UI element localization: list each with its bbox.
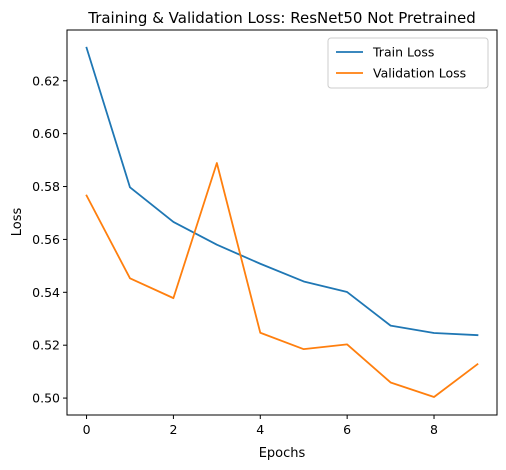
y-tick-label: 0.62 [32,73,60,88]
legend-entry: Train Loss [372,45,434,60]
plot-frame [66,29,498,416]
legend-box [327,37,489,89]
y-tick-label: 0.56 [32,232,60,247]
plot-area [67,30,497,415]
y-axis-ticks: 0.50 0.52 0.54 0.56 0.58 0.60 0.62 [32,73,67,406]
series-line-validation-loss [85,162,479,398]
series-layer [85,46,479,398]
legend-entry: Validation Loss [373,66,466,81]
y-tick-label: 0.60 [32,126,60,141]
y-tick-label: 0.50 [32,391,60,406]
x-axis-label: Epochs [259,446,306,461]
y-tick-label: 0.58 [32,179,60,194]
legend: Train Loss Validation Loss [327,37,489,89]
x-tick-label: 6 [343,422,351,437]
x-tick-label: 8 [430,422,438,437]
y-tick-label: 0.52 [32,338,60,353]
x-tick-label: 2 [169,422,177,437]
y-axis-label: Loss [10,208,25,237]
series-line-train-loss [85,46,479,337]
x-axis-ticks: 0 2 4 6 8 [83,415,438,437]
x-tick-label: 0 [83,422,91,437]
chart-title: Training & Validation Loss: ResNet50 Not… [87,9,476,27]
y-tick-label: 0.54 [32,285,60,300]
x-tick-label: 4 [256,422,264,437]
